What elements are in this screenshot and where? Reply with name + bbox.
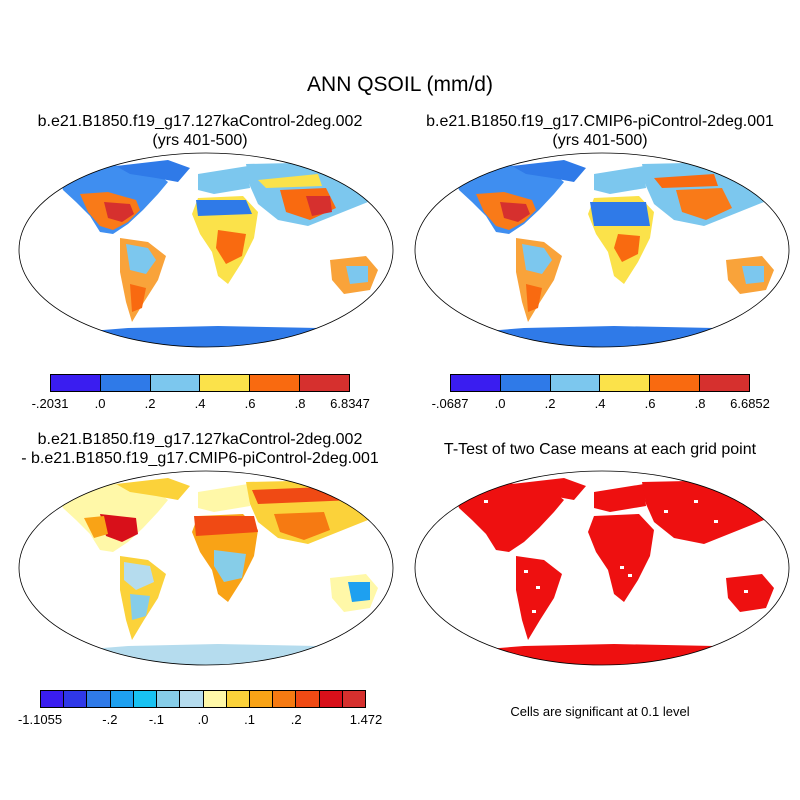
case1-colorbar-cell (150, 375, 201, 391)
case1-map (18, 152, 394, 348)
diff-colorbar-cell (319, 691, 343, 707)
case2-title: b.e21.B1850.f19_g17.CMIP6-piControl-2deg… (400, 112, 800, 150)
diff-colorbar-cell (157, 691, 181, 707)
case2-colorbar-cell (500, 375, 551, 391)
case2-colorbar-cell (600, 375, 651, 391)
case2-colorbar (450, 374, 750, 392)
diff-colorbar-cell (296, 691, 320, 707)
diff-colorbar-label: 1.472 (349, 712, 383, 727)
case1-colorbar-cell (200, 375, 251, 391)
case2-title-line1: b.e21.B1850.f19_g17.CMIP6-piControl-2deg… (426, 113, 774, 130)
diff-colorbar-cell (226, 691, 250, 707)
case2-colorbar-cell (451, 375, 501, 391)
diff-colorbar-label: .1 (244, 712, 255, 727)
case2-title-line2: (yrs 401-500) (552, 132, 648, 149)
case1-title-line1: b.e21.B1850.f19_g17.127kaControl-2deg.00… (37, 113, 363, 130)
case1-colorbar-cell (51, 375, 101, 391)
diff-colorbar-cell (180, 691, 204, 707)
case1-colorbar-label: 6.8347 (330, 396, 370, 411)
case2-colorbar-cell (550, 375, 601, 391)
diff-title: b.e21.B1850.f19_g17.127kaControl-2deg.00… (0, 430, 400, 468)
diff-colorbar-label: .2 (290, 712, 302, 727)
diff-colorbar-cell (41, 691, 65, 707)
diff-colorbar-labels: -1.1055 -.2 -.1 .0 .1 .2 1.472 (18, 712, 382, 728)
diff-colorbar-cell (249, 691, 274, 707)
diff-map (18, 470, 394, 666)
figure-title: ANN QSOIL (mm/d) (307, 73, 493, 96)
diff-colorbar-cell (273, 691, 297, 707)
diff-colorbar-cell (87, 691, 111, 707)
case2-colorbar-label: .6 (644, 396, 656, 411)
case2-colorbar-cell (700, 375, 749, 391)
case2-map (414, 152, 790, 348)
case2-colorbar-label: 6.6852 (730, 396, 770, 411)
case1-colorbar (50, 374, 350, 392)
case2-colorbar-labels: -.0687 .0 .2 .4 .6 .8 6.6852 (432, 396, 770, 412)
diff-colorbar-label: .0 (197, 712, 209, 727)
case1-colorbar-label: .2 (144, 396, 156, 411)
case2-colorbar-label: -.0687 (431, 396, 469, 411)
diff-title-line1: b.e21.B1850.f19_g17.127kaControl-2deg.00… (37, 431, 363, 448)
diff-colorbar-label: -.1 (148, 712, 165, 727)
ttest-map (414, 470, 790, 666)
case2-colorbar-label: .8 (694, 396, 706, 411)
diff-colorbar-cell (64, 691, 88, 707)
case1-colorbar-label: -.2031 (31, 396, 69, 411)
diff-colorbar-cell (203, 691, 227, 707)
case1-colorbar-label: .4 (194, 396, 206, 411)
case1-colorbar-label: .6 (244, 396, 256, 411)
case2-colorbar-label: .4 (594, 396, 606, 411)
significance-note: Cells are significant at 0.1 level (510, 704, 690, 719)
diff-title-line2: - b.e21.B1850.f19_g17.CMIP6-piControl-2d… (21, 450, 379, 467)
case2-colorbar-cell (650, 375, 701, 391)
case2-colorbar-label: .2 (544, 396, 556, 411)
ttest-nonsig-cells (484, 500, 748, 613)
diff-colorbar-cell (342, 691, 366, 707)
case1-colorbar-cell (100, 375, 151, 391)
diff-colorbar-label: -1.1055 (17, 712, 63, 727)
diff-colorbar-cell (133, 691, 158, 707)
case1-colorbar-label: .0 (94, 396, 106, 411)
case1-colorbar-labels: -.2031 .0 .2 .4 .6 .8 6.8347 (32, 396, 370, 412)
diff-colorbar (40, 690, 366, 708)
ttest-title: T-Test of two Case means at each grid po… (443, 441, 757, 458)
case1-colorbar-cell (250, 375, 301, 391)
case1-colorbar-cell (300, 375, 349, 391)
case1-title: b.e21.B1850.f19_g17.127kaControl-2deg.00… (0, 112, 400, 150)
diff-colorbar-label: -.2 (102, 712, 118, 727)
case1-title-line2: (yrs 401-500) (152, 132, 248, 149)
case2-colorbar-label: .0 (494, 396, 506, 411)
case1-colorbar-label: .8 (294, 396, 306, 411)
diff-colorbar-cell (110, 691, 134, 707)
